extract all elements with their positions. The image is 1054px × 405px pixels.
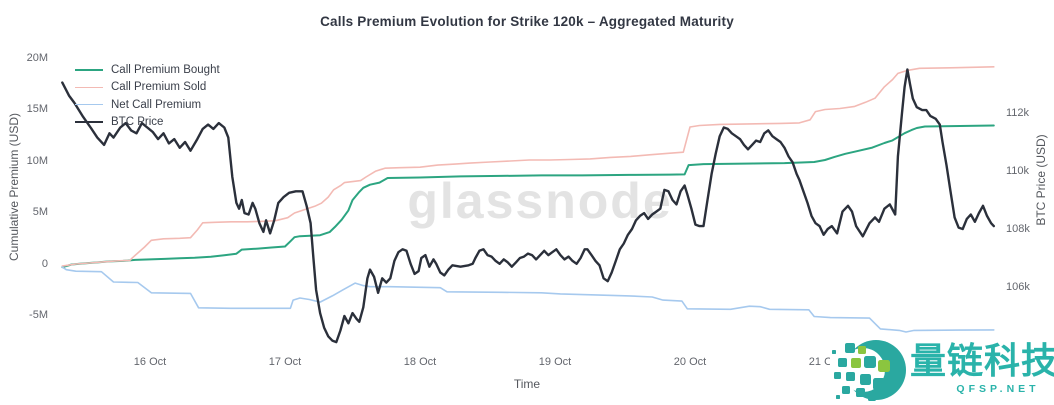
tick-label-left--5m: -5M xyxy=(29,309,48,321)
brand-logo-text: 量链科技 xyxy=(910,340,1054,381)
chart-title: Calls Premium Evolution for Strike 120k … xyxy=(320,14,734,29)
legend-label: BTC Price xyxy=(111,116,164,129)
tick-label-x-20-oct: 20 Oct xyxy=(673,356,707,368)
brand-logo-subtext: QFSP.NET xyxy=(956,383,1040,395)
tick-label-left-20m: 20M xyxy=(26,51,48,64)
legend-swatch-call-premium-bought xyxy=(75,68,103,71)
tick-label-right-112k: 112k xyxy=(1006,106,1030,119)
legend-swatch-btc-price xyxy=(75,121,103,124)
brand-logo-icon xyxy=(830,337,906,405)
tick-label-right-108k: 108k xyxy=(1006,222,1030,235)
tick-label-x-18-oct: 18 Oct xyxy=(403,356,437,368)
tick-label-right-110k: 110k xyxy=(1006,164,1030,177)
tick-label-x-17-oct: 17 Oct xyxy=(268,356,302,368)
tick-label-left-5m: 5M xyxy=(32,206,48,218)
y-axis-right-title: BTC Price (USD) xyxy=(1034,134,1048,226)
series-net-call-premium xyxy=(61,266,995,333)
legend-item-net-call-premium[interactable]: Net Call Premium xyxy=(75,96,220,114)
series-call-premium-bought xyxy=(61,124,995,269)
legend-item-btc-price[interactable]: BTC Price xyxy=(75,114,220,132)
legend-label: Net Call Premium xyxy=(111,98,202,111)
legend-item-call-premium-bought[interactable]: Call Premium Bought xyxy=(75,61,220,79)
tick-label-x-16-oct: 16 Oct xyxy=(133,356,167,368)
y-axis-left-title: Cumulative Premium (USD) xyxy=(7,112,21,262)
series-call-premium-sold xyxy=(61,66,995,267)
tick-label-left-15m: 15M xyxy=(26,103,48,115)
legend: Call Premium Bought Call Premium Sold Net … xyxy=(75,61,220,131)
legend-item-call-premium-sold[interactable]: Call Premium Sold xyxy=(75,79,220,97)
legend-label: Call Premium Sold xyxy=(111,81,207,94)
brand-logo: 量链科技 QFSP.NET xyxy=(830,337,1054,405)
series-btc-price xyxy=(61,68,995,344)
tick-label-x-19-oct: 19 Oct xyxy=(538,356,572,368)
x-axis-title: Time xyxy=(513,377,541,391)
tick-label-left-0: 0 xyxy=(41,257,48,270)
tick-label-right-106k: 106k xyxy=(1006,280,1030,293)
legend-swatch-net-call-premium xyxy=(75,104,103,106)
tick-label-left-10m: 10M xyxy=(26,154,48,167)
legend-label: Call Premium Bought xyxy=(111,63,220,76)
legend-swatch-call-premium-sold xyxy=(75,86,103,88)
